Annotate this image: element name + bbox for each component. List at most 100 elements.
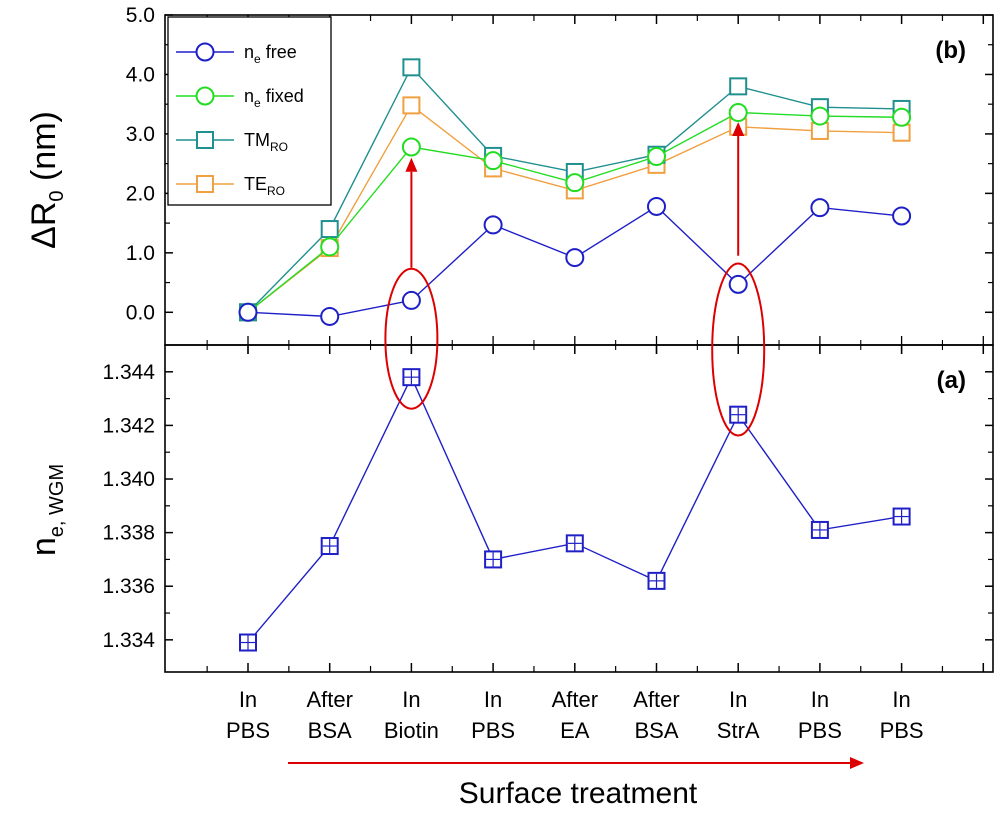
- legend-label-rest: free: [261, 42, 297, 62]
- legend-label-main: n: [244, 42, 254, 62]
- data-point: [565, 534, 584, 553]
- panel-tag: (b): [935, 37, 966, 64]
- legend-label: TERO: [244, 174, 285, 198]
- data-point: [728, 103, 748, 123]
- series-line: [247, 104, 902, 313]
- series-layer: [238, 58, 912, 652]
- data-point: [810, 106, 830, 126]
- data-point: [483, 215, 503, 235]
- data-point: [483, 151, 503, 171]
- data-point: [565, 173, 585, 193]
- series-n-e-wgm: [239, 368, 911, 652]
- category-label-line2: PBS: [880, 718, 924, 743]
- y-axis-title-a: ne, WGM: [25, 464, 68, 556]
- data-point: [647, 571, 666, 590]
- highlight-ellipse: [711, 262, 766, 437]
- y-axis-title-b-unit: (nm): [25, 111, 63, 190]
- data-point: [402, 96, 421, 115]
- annotations: [288, 122, 864, 769]
- y-axis-title-b-main: ΔR: [25, 202, 63, 249]
- data-point: [810, 198, 830, 218]
- series-n-e-free: [238, 196, 912, 326]
- x-axis-title: Surface treatment: [459, 777, 698, 810]
- legend-label-sub: e: [254, 96, 261, 110]
- category-label-line1: In: [729, 687, 747, 712]
- data-point: [238, 302, 258, 322]
- category-label-line1: After: [306, 687, 352, 712]
- data-point: [320, 220, 339, 239]
- data-point: [320, 237, 340, 257]
- category-label-line2: BSA: [634, 718, 678, 743]
- legend-label-main: TE: [244, 174, 267, 194]
- data-point: [810, 520, 829, 539]
- y-tick-label: 2.0: [126, 182, 155, 205]
- category-label-line1: In: [484, 687, 502, 712]
- data-point: [401, 137, 421, 157]
- data-point: [647, 147, 666, 167]
- legend-item: ne fixed: [176, 86, 304, 110]
- data-point: [565, 248, 585, 268]
- y-tick-label: 1.336: [102, 575, 155, 598]
- y-tick-label: 1.338: [102, 522, 155, 545]
- surface-treatment-arrow: [288, 757, 864, 769]
- y-tick-label: 1.334: [102, 629, 155, 652]
- y-tick-label: 1.340: [102, 468, 155, 491]
- data-point: [892, 507, 911, 526]
- legend-label-sub: RO: [267, 184, 285, 198]
- arrow-head: [732, 122, 745, 137]
- legend-item: TMRO: [176, 130, 288, 154]
- category-label-line1: In: [892, 687, 910, 712]
- legend-label-main: TM: [244, 130, 270, 150]
- y-tick-label: 3.0: [126, 123, 155, 146]
- category-label-line2: EA: [560, 718, 590, 743]
- data-point: [729, 77, 748, 96]
- data-point: [892, 107, 912, 127]
- highlight-arrow: [732, 122, 745, 256]
- category-label-line2: Biotin: [384, 718, 439, 743]
- data-point: [195, 42, 215, 62]
- legend-label-sub: e: [254, 52, 261, 66]
- legend-label: ne fixed: [244, 86, 304, 110]
- category-label-line2: PBS: [226, 718, 270, 743]
- legend-label: TMRO: [244, 130, 288, 154]
- category-label-line1: In: [239, 687, 257, 712]
- category-label-line1: In: [811, 687, 829, 712]
- highlight-arrow: [405, 157, 418, 268]
- data-point: [196, 131, 214, 149]
- legend-box: [167, 16, 332, 206]
- y-axis-title-b: ΔR0 (nm): [25, 111, 68, 249]
- y-axis-title-a-sub: e, WGM: [46, 464, 68, 537]
- series-line: [247, 375, 902, 643]
- y-tick-label: 4.0: [126, 63, 155, 86]
- data-point: [729, 405, 748, 424]
- y-tick-label: 1.0: [126, 242, 155, 265]
- y-tick-label: 1.342: [102, 414, 155, 437]
- y-axis-title-b-sub: 0: [46, 190, 68, 201]
- data-point: [647, 196, 666, 216]
- data-point: [196, 175, 214, 193]
- arrow-head: [850, 757, 864, 769]
- category-label-line2: StrA: [717, 718, 760, 743]
- data-point: [239, 633, 257, 652]
- plot-frames: [164, 14, 994, 673]
- data-point: [320, 537, 339, 556]
- series-n-e-fixed: [238, 103, 912, 322]
- panel-tag: (a): [937, 367, 966, 394]
- data-point: [892, 123, 911, 142]
- highlight-ellipse: [384, 267, 439, 410]
- legend-label: ne free: [244, 42, 297, 66]
- category-label-line2: PBS: [798, 718, 842, 743]
- data-point: [401, 290, 421, 310]
- data-point: [320, 306, 340, 326]
- category-label-line1: After: [633, 687, 679, 712]
- arrow-head: [405, 157, 418, 172]
- legend-item: ne free: [176, 42, 297, 66]
- category-label-line1: After: [552, 687, 598, 712]
- y-tick-label: 5.0: [126, 4, 155, 27]
- series-line: [247, 111, 902, 313]
- legend-item: TERO: [176, 174, 285, 198]
- y-tick-label: 0.0: [126, 301, 155, 324]
- y-tick-label: 1.344: [102, 361, 155, 384]
